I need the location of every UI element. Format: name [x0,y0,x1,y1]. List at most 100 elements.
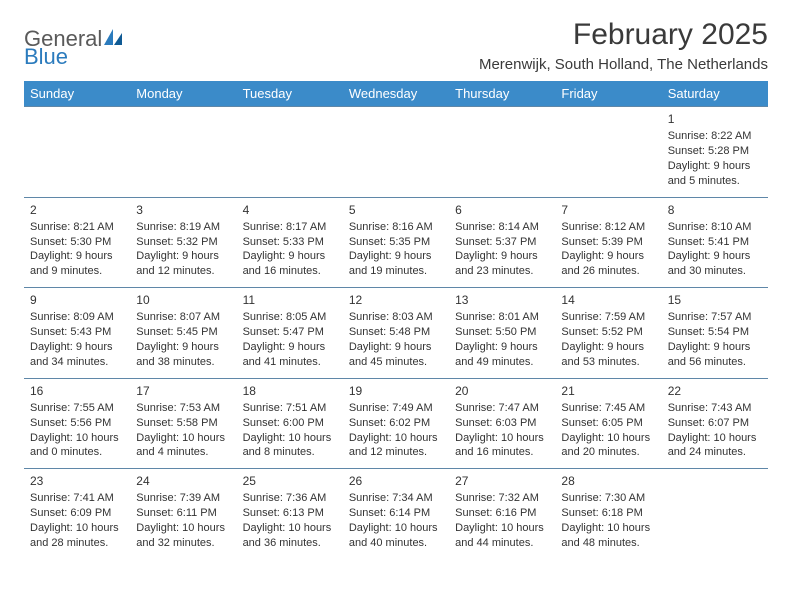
sunset-text: Sunset: 5:54 PM [668,325,762,340]
daylight-text: and 40 minutes. [349,536,443,551]
sunset-text: Sunset: 5:30 PM [30,235,124,250]
calendar-empty-cell [24,107,130,198]
daylight-text: Daylight: 10 hours [455,521,549,536]
sunrise-text: Sunrise: 7:41 AM [30,491,124,506]
daylight-text: and 45 minutes. [349,355,443,370]
calendar-day-cell: 9Sunrise: 8:09 AMSunset: 5:43 PMDaylight… [24,288,130,379]
day-header: Monday [130,81,236,107]
sunrise-text: Sunrise: 8:05 AM [243,310,337,325]
calendar-day-cell: 13Sunrise: 8:01 AMSunset: 5:50 PMDayligh… [449,288,555,379]
sunset-text: Sunset: 5:28 PM [668,144,762,159]
sunrise-text: Sunrise: 8:16 AM [349,220,443,235]
sunset-text: Sunset: 6:13 PM [243,506,337,521]
day-number: 17 [136,383,230,399]
sunrise-text: Sunrise: 7:43 AM [668,401,762,416]
day-number: 27 [455,473,549,489]
daylight-text: and 53 minutes. [561,355,655,370]
daylight-text: Daylight: 10 hours [561,431,655,446]
calendar-day-cell: 23Sunrise: 7:41 AMSunset: 6:09 PMDayligh… [24,469,130,559]
sunset-text: Sunset: 5:45 PM [136,325,230,340]
day-number: 3 [136,202,230,218]
daylight-text: Daylight: 9 hours [455,249,549,264]
calendar-day-cell: 11Sunrise: 8:05 AMSunset: 5:47 PMDayligh… [237,288,343,379]
calendar-table: SundayMondayTuesdayWednesdayThursdayFrid… [24,81,768,559]
sunrise-text: Sunrise: 7:30 AM [561,491,655,506]
calendar-day-cell: 21Sunrise: 7:45 AMSunset: 6:05 PMDayligh… [555,378,661,469]
sunrise-text: Sunrise: 8:07 AM [136,310,230,325]
calendar-day-cell: 14Sunrise: 7:59 AMSunset: 5:52 PMDayligh… [555,288,661,379]
sunrise-text: Sunrise: 8:17 AM [243,220,337,235]
month-title: February 2025 [479,18,768,52]
sunset-text: Sunset: 5:50 PM [455,325,549,340]
daylight-text: Daylight: 9 hours [136,249,230,264]
sunset-text: Sunset: 5:43 PM [30,325,124,340]
calendar-day-cell: 25Sunrise: 7:36 AMSunset: 6:13 PMDayligh… [237,469,343,559]
daylight-text: and 28 minutes. [30,536,124,551]
sunrise-text: Sunrise: 7:59 AM [561,310,655,325]
daylight-text: Daylight: 10 hours [243,521,337,536]
daylight-text: and 30 minutes. [668,264,762,279]
sunrise-text: Sunrise: 8:09 AM [30,310,124,325]
day-number: 26 [349,473,443,489]
daylight-text: and 16 minutes. [243,264,337,279]
sunset-text: Sunset: 6:02 PM [349,416,443,431]
sunrise-text: Sunrise: 8:22 AM [668,129,762,144]
daylight-text: Daylight: 9 hours [349,340,443,355]
day-number: 22 [668,383,762,399]
day-number: 10 [136,292,230,308]
sunset-text: Sunset: 5:33 PM [243,235,337,250]
calendar-day-cell: 28Sunrise: 7:30 AMSunset: 6:18 PMDayligh… [555,469,661,559]
day-header: Friday [555,81,661,107]
day-number: 7 [561,202,655,218]
sunrise-text: Sunrise: 8:12 AM [561,220,655,235]
sunrise-text: Sunrise: 7:51 AM [243,401,337,416]
sunset-text: Sunset: 5:41 PM [668,235,762,250]
daylight-text: and 4 minutes. [136,445,230,460]
daylight-text: and 38 minutes. [136,355,230,370]
day-number: 6 [455,202,549,218]
daylight-text: Daylight: 10 hours [30,521,124,536]
day-number: 23 [30,473,124,489]
day-number: 19 [349,383,443,399]
daylight-text: and 12 minutes. [136,264,230,279]
daylight-text: and 44 minutes. [455,536,549,551]
day-header: Sunday [24,81,130,107]
logo-sail-icon [102,27,124,52]
daylight-text: and 26 minutes. [561,264,655,279]
calendar-week-row: 9 Sunrise: 8:09 AMSunset: 5:43 PM Daylight… [24,288,768,379]
sunrise-text: Sunrise: 8:10 AM [668,220,762,235]
daylight-text: and 5 minutes. [668,174,762,189]
sunrise-text: Sunrise: 7:47 AM [455,401,549,416]
calendar-empty-cell [237,107,343,198]
day-number: 20 [455,383,549,399]
calendar-day-cell: 19Sunrise: 7:49 AMSunset: 6:02 PMDayligh… [343,378,449,469]
day-number: 16 [30,383,124,399]
calendar-day-cell: 26Sunrise: 7:34 AMSunset: 6:14 PMDayligh… [343,469,449,559]
day-number: 25 [243,473,337,489]
daylight-text: Daylight: 10 hours [136,431,230,446]
daylight-text: Daylight: 10 hours [668,431,762,446]
title-block: February 2025 Merenwijk, South Holland, … [479,18,768,73]
calendar-week-row: 23Sunrise: 7:41 AMSunset: 6:09 PMDayligh… [24,469,768,559]
day-number: 24 [136,473,230,489]
day-number: 1 [668,111,762,127]
sunrise-text: Sunrise: 7:55 AM [30,401,124,416]
calendar-day-cell: 12Sunrise: 8:03 AMSunset: 5:48 PMDayligh… [343,288,449,379]
calendar-empty-cell [449,107,555,198]
daylight-text: and 16 minutes. [455,445,549,460]
sunset-text: Sunset: 6:16 PM [455,506,549,521]
day-header: Thursday [449,81,555,107]
daylight-text: Daylight: 10 hours [455,431,549,446]
daylight-text: Daylight: 9 hours [455,340,549,355]
day-number: 14 [561,292,655,308]
day-number: 9 [30,292,124,308]
sunset-text: Sunset: 6:07 PM [668,416,762,431]
daylight-text: and 12 minutes. [349,445,443,460]
daylight-text: and 24 minutes. [668,445,762,460]
sunset-text: Sunset: 5:58 PM [136,416,230,431]
calendar-week-row: 1Sunrise: 8:22 AMSunset: 5:28 PMDaylight… [24,107,768,198]
calendar-day-cell: 22 Sunrise: 7:43 AMSunset: 6:07 PMDayligh… [662,378,768,469]
daylight-text: and 41 minutes. [243,355,337,370]
daylight-text: Daylight: 9 hours [349,249,443,264]
sunset-text: Sunset: 5:39 PM [561,235,655,250]
